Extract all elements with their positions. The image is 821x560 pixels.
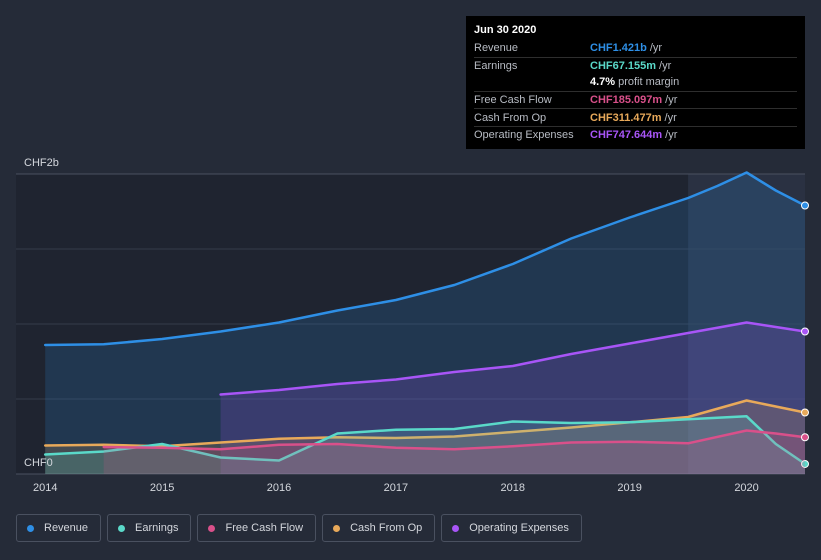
x-tick-label: 2019 [617,482,641,494]
x-tick-label: 2020 [734,482,758,494]
legend-dot-icon [333,524,341,532]
tooltip-value: CHF1.421b [590,42,647,55]
legend-item-cash-from-op[interactable]: Cash From Op [322,514,436,542]
tooltip-value: CHF185.097m [590,94,663,107]
legend-label: Free Cash Flow [225,522,304,534]
tooltip-value: CHF747.644m [590,129,663,142]
tooltip-unit: /yr [665,129,678,142]
legend-item-revenue[interactable]: Revenue [16,514,102,542]
tooltip-unit: profit margin [618,76,680,89]
tooltip-label: Earnings [474,59,518,72]
series-end-point-opex [801,327,809,336]
series-end-point-cfo [801,408,809,417]
legend-label: Earnings [135,522,179,534]
legend: Revenue Earnings Free Cash Flow Cash Fro… [16,514,582,542]
x-tick-label: 2015 [150,482,174,494]
legend-dot-icon [208,524,216,532]
series-area-earnings [45,416,805,474]
series-line-opex [219,321,807,396]
series-area-fcf [103,430,805,474]
x-tick-label: 2016 [267,482,291,494]
tooltip-unit: /yr [665,94,678,107]
series-line-fcf [102,429,807,451]
tooltip-label: Cash From Op [474,111,547,124]
tooltip-label: Revenue [474,42,519,55]
tooltip-row-revenue: Revenue CHF1.421b /yr [474,40,797,57]
y-axis-label-top: CHF2b [24,157,59,169]
x-tick-label: 2017 [384,482,408,494]
tooltip-row-cfo: Cash From Op CHF311.477m /yr [474,108,797,126]
tooltip-value: CHF311.477m [590,111,662,124]
x-tick-label: 2018 [501,482,525,494]
tooltip-label: Operating Expenses [474,129,574,142]
legend-label: Operating Expenses [469,522,569,534]
legend-dot-icon [452,524,460,532]
legend-dot-icon [27,524,34,532]
tooltip-unit: /yr [649,42,663,55]
series-area-revenue [45,172,805,474]
series-end-point-fcf [801,433,809,442]
legend-item-earnings[interactable]: Earnings [107,514,192,542]
tooltip-value: CHF67.155m [590,59,657,72]
tooltip: Jun 30 2020 Revenue CHF1.421b /yr Earnin… [466,16,805,149]
legend-label: Revenue [44,522,89,534]
legend-dot-icon [118,524,126,532]
tooltip-row-fcf: Free Cash Flow CHF185.097m /yr [474,90,797,109]
series-area-opex [220,322,806,474]
x-tick-label: 2014 [33,482,57,494]
tooltip-unit: /yr [659,59,672,72]
tooltip-label: Free Cash Flow [474,94,552,107]
legend-label: Cash From Op [350,522,423,534]
legend-item-operating-expenses[interactable]: Operating Expenses [441,514,582,542]
tooltip-row-margin: 4.7% profit margin [474,74,797,91]
tooltip-date: Jun 30 2020 [474,24,537,36]
series-line-cfo [43,399,807,448]
tooltip-unit: /yr [664,111,677,124]
y-axis-label-bottom: CHF0 [24,457,53,469]
series-end-point-earnings [801,459,809,468]
series-end-point-revenue [801,201,809,210]
legend-item-free-cash-flow[interactable]: Free Cash Flow [197,514,317,542]
tooltip-row-earnings: Earnings CHF67.155m /yr [474,56,797,75]
series-line-revenue [43,171,807,347]
tooltip-value: 4.7% [590,76,616,89]
tooltip-row-opex: Operating Expenses CHF747.644m /yr [474,125,797,144]
